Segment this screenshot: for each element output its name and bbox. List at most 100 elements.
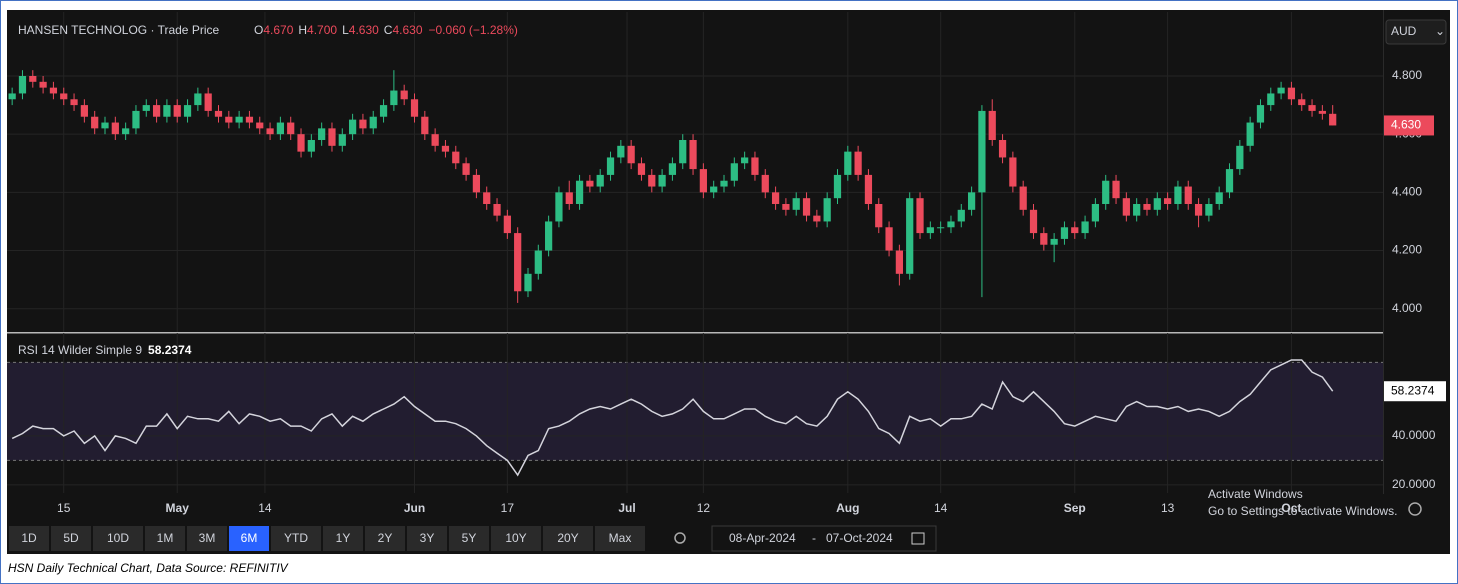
x-tick-label: 14 — [258, 501, 272, 515]
x-tick-label: Jul — [618, 501, 635, 515]
candle-body — [1060, 227, 1069, 239]
candle-body — [998, 140, 1007, 158]
candle-body — [472, 174, 481, 193]
candle-body — [1029, 209, 1038, 234]
candle-body — [173, 105, 181, 117]
range-button[interactable] — [229, 526, 269, 551]
range-button[interactable] — [9, 526, 49, 551]
candle-body — [596, 174, 604, 187]
range-button[interactable] — [145, 526, 185, 551]
candle-body — [204, 93, 212, 111]
candle-body — [266, 128, 274, 135]
range-label: 20Y — [557, 531, 578, 545]
range-button[interactable] — [449, 526, 489, 551]
ohlc-key: C — [384, 23, 393, 37]
candle-body — [49, 87, 58, 94]
candle-body — [710, 186, 718, 193]
candle-body — [483, 192, 491, 204]
range-button[interactable] — [595, 526, 645, 551]
candle-body — [1215, 192, 1223, 204]
y-tick-label: 4.000 — [1392, 301, 1422, 315]
range-label: 3M — [199, 531, 216, 545]
range-settings-icon[interactable] — [674, 532, 686, 544]
range-label: 6M — [241, 531, 258, 545]
candle-body — [111, 122, 119, 135]
candle-body — [792, 198, 800, 210]
range-button[interactable] — [271, 526, 321, 551]
x-tick-label: 14 — [934, 501, 948, 515]
calendar-icon[interactable] — [911, 532, 925, 545]
ohlc-key: L — [342, 23, 349, 37]
candle-body — [782, 204, 790, 210]
candle-body — [689, 140, 697, 170]
x-tick-label: 13 — [1161, 501, 1175, 515]
range-label: YTD — [284, 531, 308, 545]
settings-icon[interactable] — [1408, 502, 1422, 516]
ohlc-value: 4.630 — [392, 23, 422, 37]
range-button[interactable] — [323, 526, 363, 551]
dropdown-icon: ⌄ — [1435, 24, 1445, 38]
candle-body — [844, 151, 852, 175]
range-button[interactable] — [407, 526, 447, 551]
candle-body — [276, 122, 285, 135]
last-price-tag — [1384, 115, 1434, 136]
candle-body — [421, 116, 429, 135]
date-range-box[interactable] — [711, 525, 937, 552]
candle-body — [555, 192, 563, 222]
x-tick-label: Jun — [404, 501, 425, 515]
candle-body — [895, 250, 903, 274]
candle-body — [318, 128, 326, 140]
range-button[interactable] — [93, 526, 143, 551]
candle-body — [1071, 227, 1079, 234]
candle-body — [947, 221, 955, 228]
candle-body — [1298, 99, 1306, 106]
chart-title: HANSEN TECHNOLOG · Trade Price — [18, 23, 219, 37]
candle-body — [1194, 204, 1203, 216]
rsi-tag — [1384, 381, 1446, 402]
range-button[interactable] — [187, 526, 227, 551]
candle-body — [648, 174, 656, 187]
candle-body — [833, 174, 842, 199]
candle-body — [70, 99, 78, 106]
candle-body — [369, 116, 377, 129]
candle-body — [60, 93, 68, 100]
candle-body — [493, 204, 501, 216]
candle-body — [1205, 204, 1213, 216]
candle-body — [214, 110, 223, 117]
candle-body — [1102, 180, 1110, 204]
candle-body — [338, 134, 346, 146]
candle-body — [730, 163, 738, 181]
candle-body — [91, 116, 99, 129]
range-button[interactable] — [491, 526, 541, 551]
currency-select[interactable] — [1385, 19, 1447, 45]
candle-body — [390, 90, 398, 106]
range-button[interactable] — [543, 526, 593, 551]
candle-body — [359, 119, 367, 129]
candle-body — [1019, 186, 1027, 210]
candle-body — [503, 215, 511, 234]
candle-body — [163, 105, 171, 117]
ohlc-key: O — [254, 23, 263, 37]
rsi-tick-label: 20.0000 — [1392, 477, 1436, 491]
candle-body — [741, 157, 749, 164]
date-separator: - — [812, 531, 816, 545]
candle-body — [1267, 93, 1275, 106]
x-tick-label: Aug — [836, 501, 859, 515]
candle-body — [328, 128, 336, 146]
range-button[interactable] — [365, 526, 405, 551]
candle-body — [8, 93, 16, 100]
candle-body — [1112, 180, 1120, 199]
x-tick-label: Oct — [1281, 501, 1301, 515]
candle-body — [813, 215, 821, 222]
chart-background — [7, 10, 1450, 554]
candle-body — [637, 163, 646, 175]
change: −0.060 (−1.28%) — [429, 23, 518, 37]
candle-body — [823, 198, 831, 222]
candle-body — [699, 169, 707, 193]
currency: AUD — [1391, 24, 1417, 38]
range-button[interactable] — [51, 526, 91, 551]
candle-body — [627, 145, 635, 164]
candle-body — [1133, 204, 1141, 216]
x-tick-label: 12 — [697, 501, 711, 515]
axis-separator — [1383, 10, 1384, 494]
